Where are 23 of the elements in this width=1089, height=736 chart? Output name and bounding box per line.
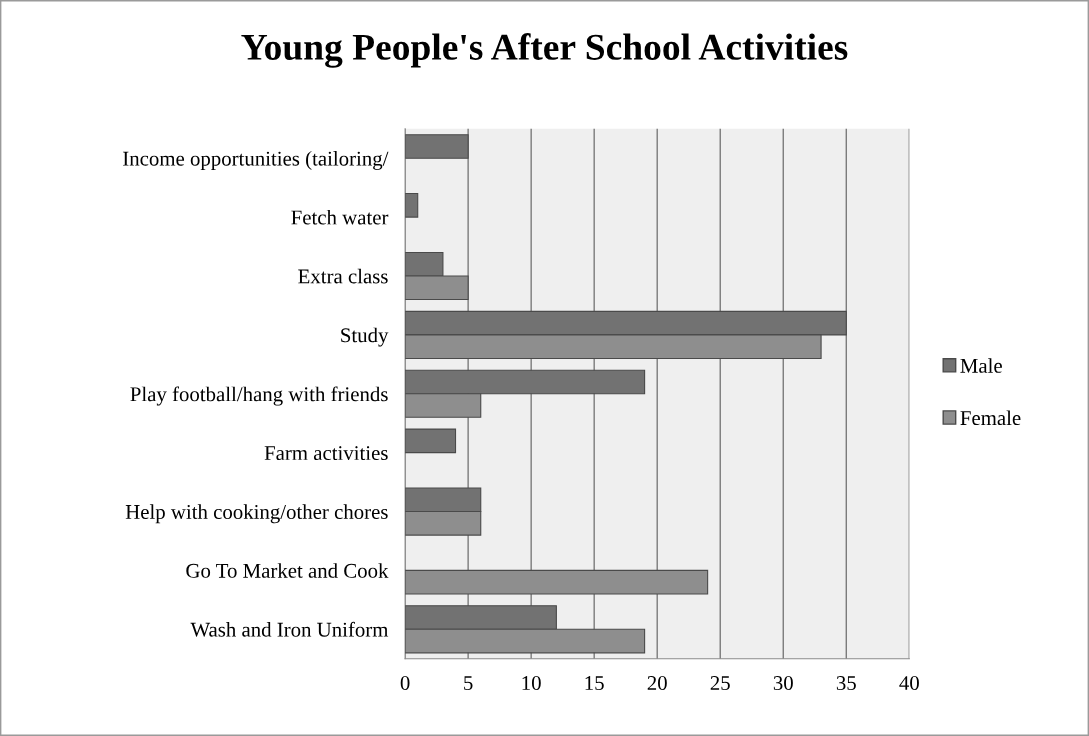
x-tick-label: 25	[710, 676, 730, 691]
legend-label: Male	[960, 358, 1002, 373]
y-tick-label: Help with cooking/other chores	[125, 504, 388, 524]
x-tick-label: 40	[899, 675, 919, 691]
bar	[405, 193, 419, 218]
bar	[405, 428, 457, 454]
y-tick-label: Play football/hang with friends	[130, 386, 388, 406]
x-tick-label: 0	[400, 675, 410, 691]
x-tick-label: 15	[585, 676, 604, 691]
y-tick-label: Income opportunities (tailoring/	[123, 151, 389, 170]
x-tick-label: 30	[773, 675, 793, 691]
y-tick-label: Fetch water	[291, 209, 389, 225]
chart-title: Young People's After School Activities	[241, 33, 848, 68]
y-tick-label: Farm activities	[264, 446, 388, 461]
legend-label: Female	[960, 410, 1021, 426]
x-tick-label: 5	[464, 676, 473, 691]
x-tick-label: 20	[647, 675, 667, 691]
x-tick-label: 35	[836, 676, 856, 691]
y-tick-label: Go To Market and Cook	[186, 563, 389, 578]
y-tick-label: Study	[341, 327, 389, 347]
y-tick-label: Extra class	[298, 268, 388, 284]
y-tick-label: Wash and Iron Uniform	[190, 621, 389, 637]
x-tick-label: 10	[522, 675, 541, 691]
